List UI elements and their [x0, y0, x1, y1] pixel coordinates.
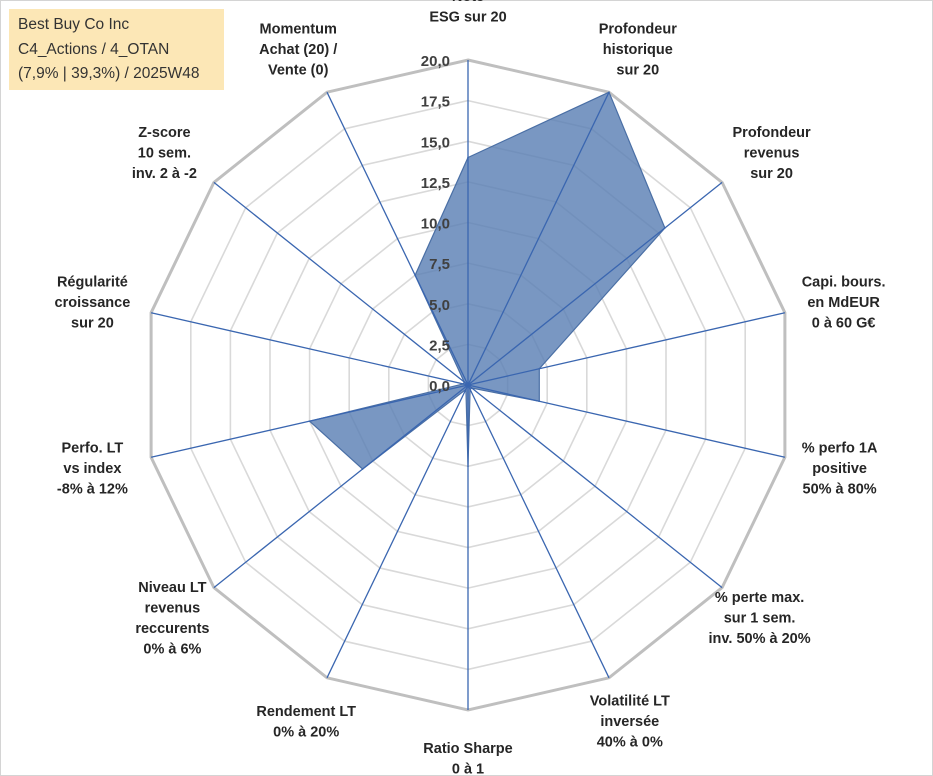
- tick-label: 12,5: [421, 175, 450, 192]
- axis-label: -8% à 12%: [57, 482, 128, 498]
- axis-label: Ratio Sharpe: [423, 741, 512, 757]
- axis-label: Z-score: [138, 125, 190, 141]
- axis-label: croissance: [55, 295, 131, 311]
- axis-label: inv. 50% à 20%: [709, 631, 811, 647]
- axis-label: sur 20: [71, 316, 114, 332]
- axis-label: reccurents: [135, 621, 209, 637]
- axis-label: Vente (0): [268, 62, 329, 78]
- company-name: Best Buy Co Inc: [18, 16, 130, 33]
- axis-label: Rendement LT: [256, 704, 356, 720]
- axis-label: sur 20: [616, 62, 659, 78]
- axis-label: 0% à 20%: [273, 724, 339, 740]
- axis-label: Régularité: [57, 275, 128, 291]
- tick-label: 5,0: [429, 297, 450, 314]
- axis-label: Perfo. LT: [62, 441, 124, 457]
- axis-label: inv. 2 à -2: [132, 166, 197, 182]
- axis-label: 10 sem.: [138, 145, 191, 161]
- tick-label: 7,5: [429, 256, 450, 273]
- axis-label: ESG sur 20: [429, 9, 506, 25]
- spoke-line: [150, 312, 469, 386]
- axis-labels: Note ESG sur 20 Profondeur historique sur 20…: [55, 0, 886, 776]
- axis-label: Momentum: [260, 21, 337, 37]
- spoke-line: [326, 384, 469, 679]
- axis-label: % perfo 1A: [802, 441, 878, 457]
- axis-label: Capi. bours.: [802, 275, 886, 291]
- axis-label: revenus: [145, 600, 201, 616]
- axis-label: 0 à 60 G€: [812, 316, 876, 332]
- axis-label: positive: [812, 461, 867, 477]
- category-label: C4_Actions / 4_OTAN: [18, 40, 170, 58]
- axis-label: 0% à 6%: [143, 641, 201, 657]
- axis-label: Achat (20) /: [259, 42, 337, 58]
- tick-label: 2,5: [429, 337, 450, 354]
- series-polygon: [308, 91, 666, 470]
- spokes: [150, 60, 786, 710]
- spoke-line: [326, 91, 469, 386]
- spoke-line: [213, 384, 469, 589]
- axis-label: Niveau LT: [138, 580, 206, 596]
- axis-label: 50% à 80%: [803, 482, 877, 498]
- axis-label: Volatilité LT: [590, 694, 670, 710]
- tick-label: 20,0: [421, 53, 450, 70]
- period-label: (7,9% | 39,3%) / 2025W48: [18, 65, 200, 82]
- tick-label: 0,0: [429, 378, 450, 395]
- spoke-line: [213, 181, 469, 386]
- axis-label: revenus: [744, 145, 800, 161]
- tick-label: 15,0: [421, 134, 450, 151]
- series-area: [308, 91, 666, 470]
- spoke-line: [467, 384, 786, 458]
- axis-label: historique: [603, 42, 673, 58]
- axis-label: sur 1 sem.: [724, 611, 796, 627]
- tick-label: 10,0: [421, 216, 450, 233]
- tick-labels: 0,0 2,5 5,0 7,5 10,0 12,5 15,0 17,5 20,0: [421, 53, 450, 395]
- tick-label: 17,5: [421, 94, 450, 111]
- axis-label: inversée: [600, 714, 659, 730]
- info-box: Best Buy Co Inc C4_Actions / 4_OTAN (7,9…: [9, 9, 224, 90]
- spoke-line: [467, 384, 723, 589]
- axis-label: Note: [452, 0, 484, 5]
- spoke-line: [150, 384, 469, 458]
- spoke-line: [467, 181, 723, 386]
- axis-label: % perte max.: [715, 590, 804, 606]
- axis-label: Profondeur: [733, 125, 811, 141]
- axis-label: 0 à 1: [452, 761, 484, 776]
- axis-label: Profondeur: [599, 21, 677, 37]
- spoke-line: [467, 384, 610, 679]
- axis-label: 40% à 0%: [597, 735, 663, 751]
- spoke-line: [467, 91, 610, 386]
- axis-label: en MdEUR: [807, 295, 880, 311]
- axis-label: sur 20: [750, 166, 793, 182]
- spoke-line: [467, 312, 786, 386]
- axis-label: vs index: [63, 461, 121, 477]
